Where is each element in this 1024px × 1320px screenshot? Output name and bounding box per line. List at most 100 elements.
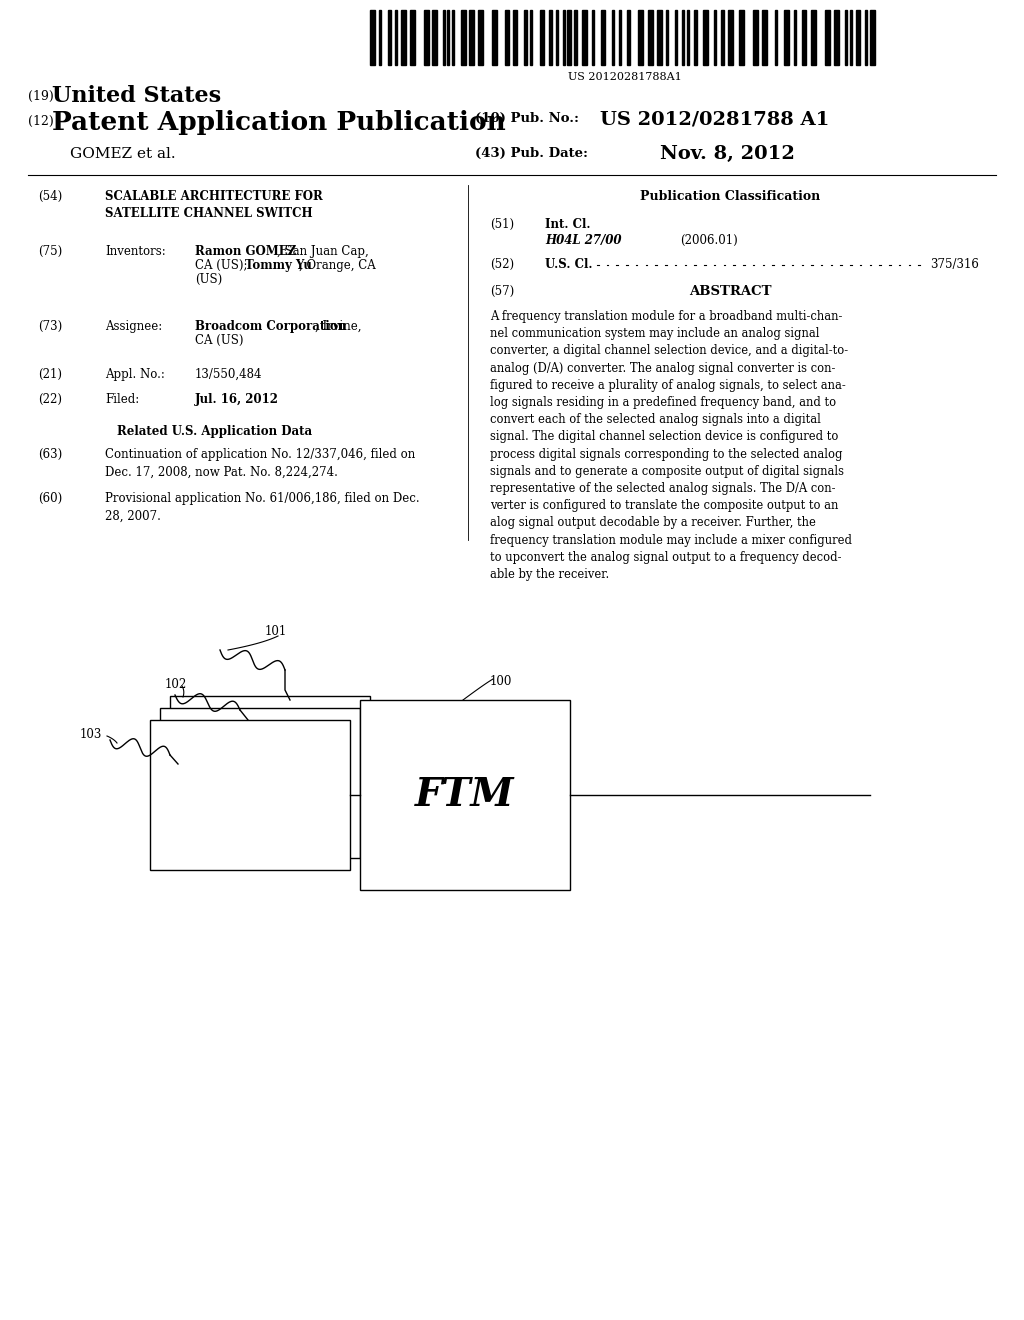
Bar — [775, 11, 777, 65]
Text: Related U.S. Application Data: Related U.S. Application Data — [118, 425, 312, 438]
Text: 375/316: 375/316 — [930, 257, 979, 271]
Text: (22): (22) — [38, 393, 62, 407]
Bar — [612, 11, 613, 65]
Text: (52): (52) — [490, 257, 514, 271]
Text: Nov. 8, 2012: Nov. 8, 2012 — [660, 145, 795, 162]
Bar — [150, 719, 350, 870]
Bar — [432, 11, 436, 65]
Bar — [424, 11, 428, 65]
Bar — [714, 11, 716, 65]
Bar — [360, 700, 570, 890]
Text: (US): (US) — [195, 273, 222, 286]
Text: H04L 27/00: H04L 27/00 — [545, 234, 622, 247]
Bar — [675, 11, 677, 65]
Bar — [513, 11, 517, 65]
Bar — [452, 11, 455, 65]
Text: 101: 101 — [265, 624, 288, 638]
Text: Inventors:: Inventors: — [105, 246, 166, 257]
Text: (51): (51) — [490, 218, 514, 231]
Bar — [567, 11, 570, 65]
Bar — [388, 11, 391, 65]
Bar — [170, 696, 370, 846]
Bar — [648, 11, 652, 65]
Bar — [478, 11, 483, 65]
Bar — [592, 11, 594, 65]
Text: Continuation of application No. 12/337,046, filed on
Dec. 17, 2008, now Pat. No.: Continuation of application No. 12/337,0… — [105, 447, 416, 479]
Text: Ramon GOMEZ: Ramon GOMEZ — [195, 246, 296, 257]
Bar — [834, 11, 840, 65]
Bar — [160, 708, 360, 858]
Text: (54): (54) — [38, 190, 62, 203]
Bar — [505, 11, 509, 65]
Bar — [687, 11, 688, 65]
Text: A frequency translation module for a broadband multi-chan-
nel communication sys: A frequency translation module for a bro… — [490, 310, 852, 581]
Bar — [794, 11, 797, 65]
Text: Publication Classification: Publication Classification — [640, 190, 820, 203]
Text: (10) Pub. No.:: (10) Pub. No.: — [475, 112, 579, 125]
Bar — [811, 11, 816, 65]
Bar — [410, 11, 416, 65]
Text: GOMEZ et al.: GOMEZ et al. — [70, 147, 176, 161]
Text: Assignee:: Assignee: — [105, 319, 162, 333]
Bar — [753, 11, 758, 65]
Text: Filed:: Filed: — [105, 393, 139, 407]
Bar — [469, 11, 473, 65]
Bar — [447, 11, 449, 65]
Bar — [492, 11, 498, 65]
Text: US 2012/0281788 A1: US 2012/0281788 A1 — [600, 110, 829, 128]
Text: Appl. No.:: Appl. No.: — [105, 368, 165, 381]
Text: (73): (73) — [38, 319, 62, 333]
Text: 100: 100 — [490, 675, 512, 688]
Text: CA (US): CA (US) — [195, 334, 244, 347]
Text: (60): (60) — [38, 492, 62, 506]
Bar — [728, 11, 733, 65]
Text: SCALABLE ARCHITECTURE FOR
SATELLITE CHANNEL SWITCH: SCALABLE ARCHITECTURE FOR SATELLITE CHAN… — [105, 190, 323, 220]
Bar — [870, 11, 874, 65]
Text: Patent Application Publication: Patent Application Publication — [52, 110, 506, 135]
Bar — [530, 11, 532, 65]
Text: Jul. 16, 2012: Jul. 16, 2012 — [195, 393, 279, 407]
Text: 103: 103 — [80, 729, 102, 741]
Bar — [666, 11, 668, 65]
Text: , San Juan Cap,: , San Juan Cap, — [278, 246, 369, 257]
Text: (12): (12) — [28, 115, 53, 128]
Bar — [784, 11, 790, 65]
Bar — [601, 11, 605, 65]
Text: (43) Pub. Date:: (43) Pub. Date: — [475, 147, 588, 160]
Text: Broadcom Corporation: Broadcom Corporation — [195, 319, 346, 333]
Text: (21): (21) — [38, 368, 62, 381]
Bar — [582, 11, 587, 65]
Bar — [856, 11, 860, 65]
Bar — [694, 11, 697, 65]
Text: 102: 102 — [165, 678, 187, 690]
Text: Provisional application No. 61/006,186, filed on Dec.
28, 2007.: Provisional application No. 61/006,186, … — [105, 492, 420, 523]
Bar — [845, 11, 847, 65]
Bar — [540, 11, 544, 65]
Bar — [638, 11, 642, 65]
Bar — [850, 11, 852, 65]
Bar — [825, 11, 829, 65]
Bar — [627, 11, 630, 65]
Bar — [524, 11, 527, 65]
Bar — [865, 11, 866, 65]
Bar — [563, 11, 564, 65]
Bar — [461, 11, 466, 65]
Text: (75): (75) — [38, 246, 62, 257]
Bar — [721, 11, 724, 65]
Bar — [762, 11, 767, 65]
Bar — [401, 11, 407, 65]
Bar — [682, 11, 683, 65]
Bar — [556, 11, 558, 65]
Bar — [370, 11, 375, 65]
Bar — [549, 11, 552, 65]
Bar — [802, 11, 806, 65]
Text: (19): (19) — [28, 90, 53, 103]
Bar — [379, 11, 381, 65]
Text: 13/550,484: 13/550,484 — [195, 368, 262, 381]
Text: United States: United States — [52, 84, 221, 107]
Bar — [739, 11, 744, 65]
Bar — [574, 11, 577, 65]
Bar — [618, 11, 621, 65]
Text: (2006.01): (2006.01) — [680, 234, 737, 247]
Text: , Irvine,: , Irvine, — [315, 319, 361, 333]
